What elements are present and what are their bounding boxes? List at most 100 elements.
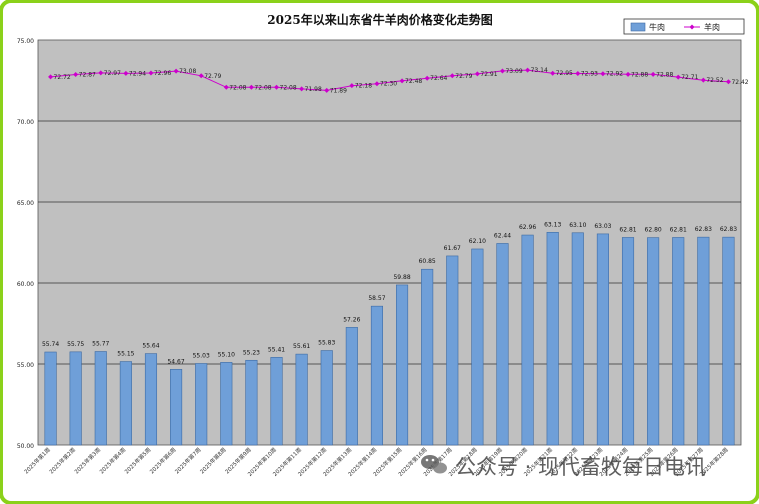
y-tick-label: 55.00 bbox=[17, 362, 34, 369]
mutton-point bbox=[399, 78, 405, 84]
mutton-point bbox=[248, 84, 254, 90]
beef-data-label: 55.64 bbox=[142, 343, 159, 350]
beef-bar bbox=[94, 351, 107, 446]
mutton-point bbox=[575, 71, 581, 77]
plot-area bbox=[37, 39, 742, 446]
beef-data-label: 62.83 bbox=[720, 226, 737, 233]
beef-data-label: 55.10 bbox=[218, 351, 235, 358]
legend-beef-swatch bbox=[630, 22, 646, 32]
mutton-point bbox=[148, 70, 154, 76]
mutton-point bbox=[525, 67, 531, 73]
mutton-point bbox=[700, 77, 706, 83]
beef-data-label: 55.23 bbox=[243, 349, 260, 356]
beef-bar bbox=[220, 362, 233, 446]
mutton-point bbox=[173, 68, 179, 74]
mutton-point bbox=[600, 71, 606, 77]
beef-bar bbox=[119, 361, 132, 446]
beef-bar bbox=[496, 243, 509, 446]
beef-bar bbox=[471, 248, 484, 446]
beef-bar bbox=[170, 369, 183, 446]
mutton-data-label: 72.87 bbox=[79, 72, 96, 79]
beef-data-label: 62.81 bbox=[619, 226, 636, 233]
mutton-data-label: 72.71 bbox=[681, 74, 698, 81]
mutton-data-label: 72.18 bbox=[355, 83, 372, 90]
beef-bar bbox=[421, 268, 434, 446]
mutton-point bbox=[123, 70, 129, 76]
mutton-point bbox=[725, 79, 731, 85]
mutton-line bbox=[50, 69, 729, 91]
beef-bar bbox=[396, 284, 409, 446]
beef-bar bbox=[144, 353, 158, 446]
mutton-point bbox=[499, 68, 505, 74]
mutton-point bbox=[625, 71, 631, 77]
mutton-point bbox=[324, 87, 330, 93]
beef-bar bbox=[647, 237, 660, 446]
beef-data-label: 62.10 bbox=[469, 238, 486, 245]
beef-bar bbox=[320, 350, 333, 446]
mutton-data-label: 72.88 bbox=[631, 71, 648, 78]
legend-mutton-label: 羊肉 bbox=[704, 22, 720, 32]
beef-data-label: 55.74 bbox=[42, 341, 59, 348]
chart-title: 2025年以来山东省牛羊肉价格变化走势图 bbox=[267, 12, 492, 27]
mutton-data-label: 72.95 bbox=[556, 70, 573, 77]
mutton-data-label: 72.91 bbox=[480, 71, 497, 78]
mutton-data-label: 73.14 bbox=[531, 67, 548, 74]
mutton-point bbox=[274, 84, 280, 90]
beef-data-label: 55.41 bbox=[268, 346, 285, 353]
beef-data-label: 62.83 bbox=[695, 226, 712, 233]
mutton-data-label: 72.64 bbox=[430, 75, 447, 82]
beef-bar bbox=[672, 237, 685, 446]
watermark: 公众号 · 现代畜牧每日电讯 bbox=[421, 455, 706, 479]
y-tick-label: 60.00 bbox=[17, 281, 34, 288]
beef-data-label: 54.67 bbox=[167, 358, 184, 365]
mutton-point bbox=[299, 86, 305, 92]
beef-bar bbox=[621, 237, 635, 446]
beef-bar bbox=[295, 353, 308, 446]
beef-bar bbox=[521, 234, 534, 446]
beef-bar bbox=[571, 232, 584, 446]
mutton-point bbox=[73, 72, 79, 78]
beef-data-label: 55.61 bbox=[293, 343, 310, 350]
beef-data-label: 58.57 bbox=[368, 295, 385, 302]
wechat-icon bbox=[421, 455, 447, 474]
beef-bar bbox=[345, 327, 358, 446]
mutton-data-label: 72.72 bbox=[54, 74, 71, 81]
mutton-data-label: 72.88 bbox=[656, 71, 673, 78]
mutton-point bbox=[374, 81, 380, 87]
beef-bar bbox=[370, 305, 383, 446]
mutton-data-label: 71.89 bbox=[330, 87, 347, 94]
beef-data-label: 57.26 bbox=[343, 316, 360, 323]
beef-data-label: 62.44 bbox=[494, 232, 511, 239]
watermark-text: 公众号 · 现代畜牧每日电讯 bbox=[455, 455, 706, 479]
mutton-data-label: 72.94 bbox=[129, 70, 146, 77]
mutton-data-label: 72.30 bbox=[380, 81, 397, 88]
beef-data-label: 62.80 bbox=[645, 227, 662, 234]
mutton-data-label: 72.08 bbox=[229, 84, 246, 91]
beef-data-label: 63.13 bbox=[544, 221, 561, 228]
legend-beef-label: 牛肉 bbox=[649, 22, 665, 32]
mutton-point bbox=[449, 73, 455, 79]
y-axis-tick-labels: 50.00 55.00 60.00 65.00 70.00 75.00 bbox=[17, 38, 34, 450]
beef-bar bbox=[270, 357, 283, 446]
beef-data-label: 61.67 bbox=[444, 245, 461, 252]
beef-data-label: 55.03 bbox=[193, 353, 210, 360]
beef-data-label: 62.81 bbox=[670, 226, 687, 233]
mutton-point bbox=[98, 70, 104, 76]
beef-bar bbox=[245, 359, 258, 446]
mutton-data-label: 72.93 bbox=[581, 71, 598, 78]
beef-bar bbox=[44, 351, 57, 446]
mutton-point bbox=[349, 83, 355, 89]
beef-data-label: 55.77 bbox=[92, 341, 109, 348]
mutton-point bbox=[675, 74, 681, 80]
mutton-point bbox=[424, 75, 430, 81]
mutton-data-label: 73.08 bbox=[179, 68, 196, 75]
y-tick-label: 70.00 bbox=[17, 119, 34, 126]
legend-mutton-marker bbox=[689, 24, 695, 30]
mutton-point bbox=[48, 74, 54, 80]
beef-bar bbox=[546, 231, 559, 446]
beef-data-label: 63.10 bbox=[569, 222, 586, 229]
beef-bar bbox=[697, 236, 710, 446]
beef-data-label: 55.83 bbox=[318, 340, 335, 347]
mutton-point bbox=[223, 84, 229, 90]
beef-data-label: 55.75 bbox=[67, 341, 84, 348]
